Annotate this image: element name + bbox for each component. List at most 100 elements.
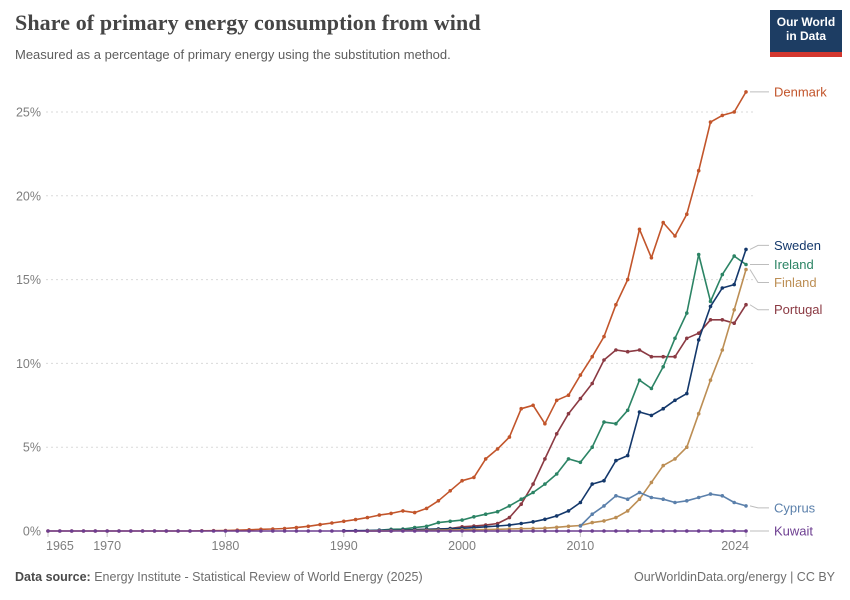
data-point bbox=[590, 482, 594, 486]
data-point bbox=[685, 212, 689, 216]
data-point bbox=[401, 529, 405, 533]
data-point bbox=[614, 348, 618, 352]
x-tick-label: 1980 bbox=[212, 539, 240, 553]
series-label-finland[interactable]: Finland bbox=[774, 275, 817, 290]
data-point bbox=[602, 334, 606, 339]
data-point bbox=[377, 513, 382, 517]
data-point bbox=[685, 445, 689, 450]
owid-logo[interactable]: Our World in Data bbox=[770, 10, 842, 57]
series-points-denmark bbox=[46, 90, 748, 533]
data-point bbox=[58, 529, 62, 533]
data-point bbox=[176, 529, 180, 533]
data-point bbox=[590, 512, 594, 516]
data-point bbox=[578, 500, 583, 505]
data-point bbox=[673, 336, 677, 341]
data-point bbox=[602, 504, 606, 508]
series-points-kuwait bbox=[46, 529, 748, 533]
series-points-cyprus bbox=[578, 490, 748, 528]
data-point bbox=[448, 529, 453, 533]
data-point bbox=[685, 311, 689, 315]
series-label-cyprus[interactable]: Cyprus bbox=[774, 500, 816, 515]
data-point bbox=[531, 520, 535, 524]
data-point bbox=[578, 460, 583, 465]
data-point bbox=[637, 410, 642, 414]
data-point bbox=[483, 525, 488, 529]
series-line-sweden[interactable] bbox=[343, 249, 747, 532]
y-tick-label: 15% bbox=[16, 273, 41, 287]
data-point bbox=[483, 457, 488, 461]
data-point bbox=[744, 262, 748, 267]
data-point bbox=[720, 529, 725, 533]
data-point bbox=[685, 391, 689, 396]
data-point bbox=[720, 113, 725, 118]
data-point bbox=[531, 490, 535, 495]
data-point bbox=[46, 529, 50, 533]
y-tick-label: 0% bbox=[23, 525, 41, 539]
data-point bbox=[673, 398, 677, 403]
data-point bbox=[614, 302, 618, 307]
data-point bbox=[472, 529, 476, 533]
wind-share-line-chart[interactable]: 0% 5% 10% 15% 20% 25% 1965 1970 1980 1990 2000 2010… bbox=[0, 0, 850, 560]
data-point bbox=[519, 502, 523, 507]
data-point bbox=[708, 492, 713, 496]
data-point bbox=[578, 529, 583, 533]
data-point bbox=[543, 517, 547, 522]
data-point bbox=[744, 247, 748, 252]
data-point bbox=[472, 475, 476, 480]
data-point bbox=[436, 499, 441, 503]
data-point bbox=[223, 529, 228, 533]
series-label-kuwait[interactable]: Kuwait bbox=[774, 524, 813, 539]
x-tick-label: 1965 bbox=[46, 539, 74, 553]
data-point bbox=[614, 529, 618, 533]
data-point bbox=[164, 529, 169, 533]
x-tick-label: 2000 bbox=[448, 539, 476, 553]
data-point bbox=[152, 529, 157, 533]
data-point bbox=[696, 252, 701, 257]
data-point bbox=[519, 406, 523, 411]
series-label-sweden[interactable]: Sweden bbox=[774, 238, 821, 253]
data-point bbox=[661, 220, 665, 225]
data-point bbox=[519, 529, 523, 533]
data-point bbox=[566, 393, 571, 398]
data-point bbox=[460, 518, 464, 522]
data-point bbox=[448, 519, 453, 524]
data-point bbox=[294, 529, 299, 533]
data-point bbox=[661, 497, 665, 502]
data-point bbox=[578, 373, 583, 377]
data-point bbox=[637, 497, 642, 502]
label-connector-cyprus bbox=[749, 505, 769, 509]
series-line-ireland[interactable] bbox=[367, 253, 747, 532]
data-point bbox=[342, 519, 346, 524]
data-point bbox=[590, 529, 594, 533]
data-point bbox=[637, 227, 642, 232]
data-point bbox=[590, 445, 594, 450]
data-point bbox=[554, 529, 559, 533]
label-connector-finland bbox=[749, 269, 769, 284]
series-label-ireland[interactable]: Ireland bbox=[774, 257, 814, 272]
data-point bbox=[330, 529, 334, 533]
data-point bbox=[673, 457, 677, 461]
data-point bbox=[590, 354, 594, 359]
data-point bbox=[531, 403, 535, 408]
data-point bbox=[732, 308, 736, 312]
data-point bbox=[649, 529, 654, 533]
data-point bbox=[554, 525, 559, 530]
data-point bbox=[129, 529, 133, 533]
series-line-denmark[interactable] bbox=[48, 91, 747, 532]
footer-link[interactable]: OurWorldinData.org/energy | CC BY bbox=[633, 570, 835, 584]
data-point bbox=[590, 381, 594, 386]
data-point bbox=[401, 509, 405, 513]
data-point bbox=[483, 529, 488, 533]
data-point bbox=[614, 494, 618, 498]
data-point bbox=[543, 529, 547, 533]
series-label-portugal[interactable]: Portugal bbox=[774, 302, 823, 317]
data-point bbox=[602, 519, 606, 523]
data-point bbox=[448, 489, 453, 493]
series-label-denmark[interactable]: Denmark bbox=[774, 84, 827, 99]
data-point bbox=[720, 494, 725, 498]
x-tick-label: 2010 bbox=[566, 539, 594, 553]
data-point bbox=[460, 478, 464, 483]
data-point bbox=[602, 358, 606, 362]
data-point bbox=[625, 453, 630, 458]
x-tick-label: 1990 bbox=[330, 539, 358, 553]
